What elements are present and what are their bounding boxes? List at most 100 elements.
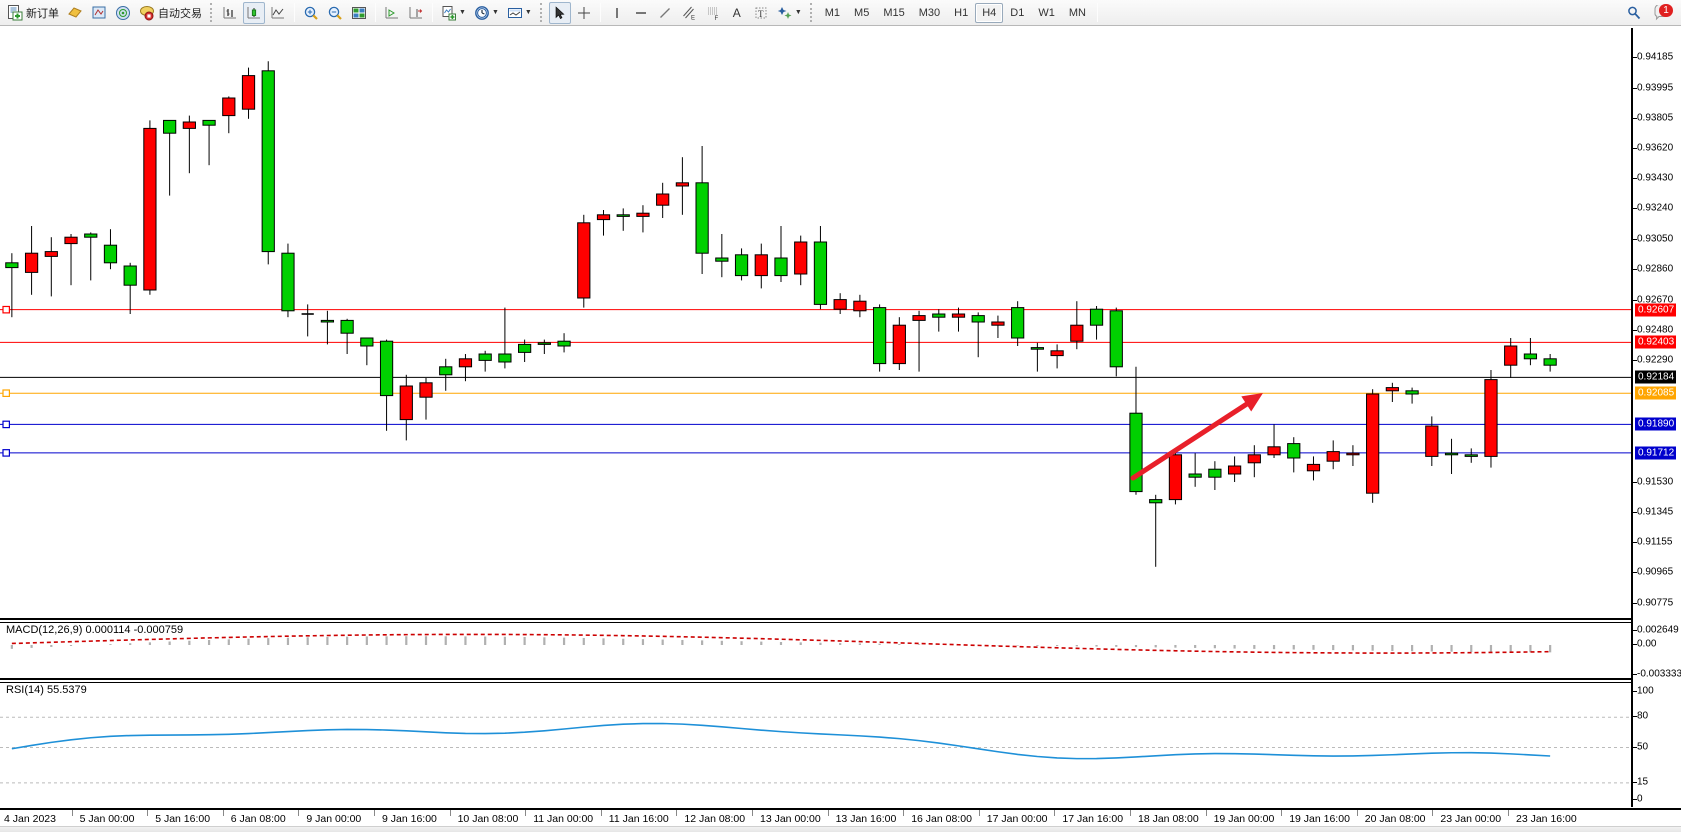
- candle-body: [379, 340, 394, 397]
- auto-trading-label: 自动交易: [158, 7, 202, 20]
- time-axis-label: 12 Jan 08:00: [684, 813, 746, 825]
- candlestick-chart-button[interactable]: [243, 1, 265, 24]
- templates-button[interactable]: ▼: [504, 2, 535, 24]
- price-axis-label: 0.91155: [1637, 536, 1673, 548]
- macd-indicator-pane[interactable]: MACD(12,26,9) 0.000114 -0.000759: [0, 622, 1631, 680]
- price-axis-chip-resistance-level-2[interactable]: 0.92403: [1635, 335, 1677, 349]
- tile-windows-button[interactable]: [348, 2, 370, 24]
- timeframe-button-m15[interactable]: M15: [883, 6, 905, 19]
- candle-body: [971, 315, 985, 323]
- price-axis-tick: [1633, 360, 1637, 362]
- search-button[interactable]: [1623, 2, 1645, 24]
- indicators-caret-icon[interactable]: ▼: [459, 9, 466, 16]
- rsi-chart-svg[interactable]: [0, 683, 1631, 806]
- candle-body: [715, 257, 729, 262]
- vertical-line-button[interactable]: [606, 2, 628, 24]
- price-axis-chip-last-price-level[interactable]: 0.92184: [1635, 370, 1677, 384]
- mailbox-button[interactable]: 1: [1647, 2, 1677, 24]
- toolbar-separator-5: [1096, 3, 1098, 22]
- candle-body: [1208, 468, 1222, 478]
- text-label-button[interactable]: T: [750, 2, 772, 24]
- rsi-indicator-pane[interactable]: RSI(14) 55.5379: [0, 682, 1631, 807]
- signals-button[interactable]: [112, 2, 134, 24]
- time-axis-label: 5 Jan 16:00: [155, 813, 211, 825]
- fibonacci-icon: F: [705, 5, 721, 21]
- text-button[interactable]: A: [726, 2, 748, 24]
- zoom-out-button[interactable]: [324, 2, 346, 24]
- time-axis-tick: [676, 810, 678, 816]
- timeframe-button-w1[interactable]: W1: [1038, 6, 1055, 19]
- horizontal-line-button[interactable]: [630, 2, 652, 24]
- cursor-button[interactable]: [548, 1, 571, 24]
- timeframe-button-m1[interactable]: M1: [824, 6, 841, 19]
- zoom-in-button[interactable]: [300, 2, 322, 24]
- line-chart-button[interactable]: [267, 2, 289, 24]
- toolbar-grip-2[interactable]: [539, 3, 544, 22]
- price-line-handle-support-level-1[interactable]: [2, 420, 11, 429]
- expert-advisors-button[interactable]: [88, 2, 110, 24]
- auto-trading-button[interactable]: 自动交易: [136, 2, 205, 24]
- timeframe-button-h4[interactable]: H4: [975, 2, 1004, 23]
- timeframe-button-h1[interactable]: H1: [954, 6, 969, 19]
- templates-caret-icon[interactable]: ▼: [524, 9, 532, 16]
- price-line-handle-orange-level[interactable]: [2, 389, 11, 398]
- candle-body: [616, 214, 630, 217]
- price-axis[interactable]: 0.94185 0.93995 0.93805 0.93620 0.93430 0.932…: [1631, 28, 1681, 807]
- candle-body: [419, 382, 433, 398]
- new-order-button[interactable]: 新订单: [4, 2, 62, 24]
- timeframe-button-d1[interactable]: D1: [1010, 6, 1025, 19]
- bar-chart-button[interactable]: [219, 2, 241, 24]
- chart-shift-button[interactable]: [381, 2, 403, 24]
- toolbar-grip-3[interactable]: [809, 3, 814, 22]
- toolbar-grip-1[interactable]: [210, 3, 214, 22]
- uptrend-arrow[interactable]: [1130, 393, 1263, 481]
- timeframe-button-m5[interactable]: M5: [854, 6, 870, 19]
- timeframe-button-mn[interactable]: MN: [1068, 6, 1086, 19]
- trendline-button[interactable]: [654, 2, 676, 24]
- time-axis-label: 5 Jan 00:00: [79, 813, 135, 825]
- time-axis-tick: [1054, 810, 1056, 816]
- objects-button[interactable]: ▼: [774, 2, 805, 24]
- price-chart-pane[interactable]: [0, 28, 1631, 620]
- macd-chart-svg[interactable]: [0, 623, 1631, 679]
- auto-scroll-button[interactable]: [405, 2, 427, 24]
- candle-body: [1346, 452, 1360, 456]
- price-axis-label: 0.91530: [1637, 476, 1674, 488]
- candle-body: [5, 262, 19, 269]
- one-click-trading-button[interactable]: [64, 2, 86, 24]
- crosshair-button[interactable]: [573, 2, 595, 24]
- price-axis-chip-support-level-2[interactable]: 0.91712: [1635, 446, 1677, 460]
- price-axis-chip-support-level-1[interactable]: 0.91890: [1635, 417, 1677, 431]
- objects-caret-icon[interactable]: ▼: [794, 9, 802, 16]
- time-axis-label: 18 Jan 08:00: [1138, 813, 1199, 825]
- period-button[interactable]: ▼: [471, 2, 502, 24]
- price-axis-tick: [1633, 602, 1637, 604]
- candle-body: [1267, 446, 1281, 456]
- price-axis-chip-orange-level[interactable]: 0.92085: [1635, 386, 1677, 400]
- price-axis-label: 0.93050: [1637, 233, 1674, 245]
- candle-body: [360, 337, 374, 347]
- candle-body: [1543, 358, 1557, 366]
- price-line-handle-resistance-level-1[interactable]: [2, 305, 11, 314]
- rsi-axis-tick: [1633, 691, 1637, 692]
- price-line-handle-support-level-2[interactable]: [2, 449, 11, 457]
- indicators-button[interactable]: ▼: [438, 2, 469, 24]
- candle-body: [951, 313, 966, 318]
- price-chart-svg[interactable]: [0, 28, 1631, 620]
- fibonacci-button[interactable]: F: [702, 2, 724, 24]
- candle-body: [518, 343, 532, 353]
- candle-body: [1109, 310, 1123, 368]
- time-axis-tick: [978, 810, 980, 816]
- price-axis-tick: [1633, 147, 1637, 149]
- equidistant-channel-button[interactable]: E: [678, 2, 700, 24]
- candle-body: [1523, 353, 1538, 360]
- candle-body: [320, 319, 335, 323]
- price-axis-label: 0.91345: [1637, 506, 1674, 518]
- rsi-axis-label: 0: [1637, 793, 1643, 805]
- period-caret-icon[interactable]: ▼: [491, 9, 499, 16]
- price-axis-chip-resistance-level-1[interactable]: 0.92607: [1635, 303, 1677, 317]
- price-axis-tick: [1633, 118, 1637, 119]
- candle-body: [872, 307, 887, 365]
- time-axis-label: 11 Jan 16:00: [608, 813, 669, 825]
- timeframe-button-m30[interactable]: M30: [918, 6, 941, 19]
